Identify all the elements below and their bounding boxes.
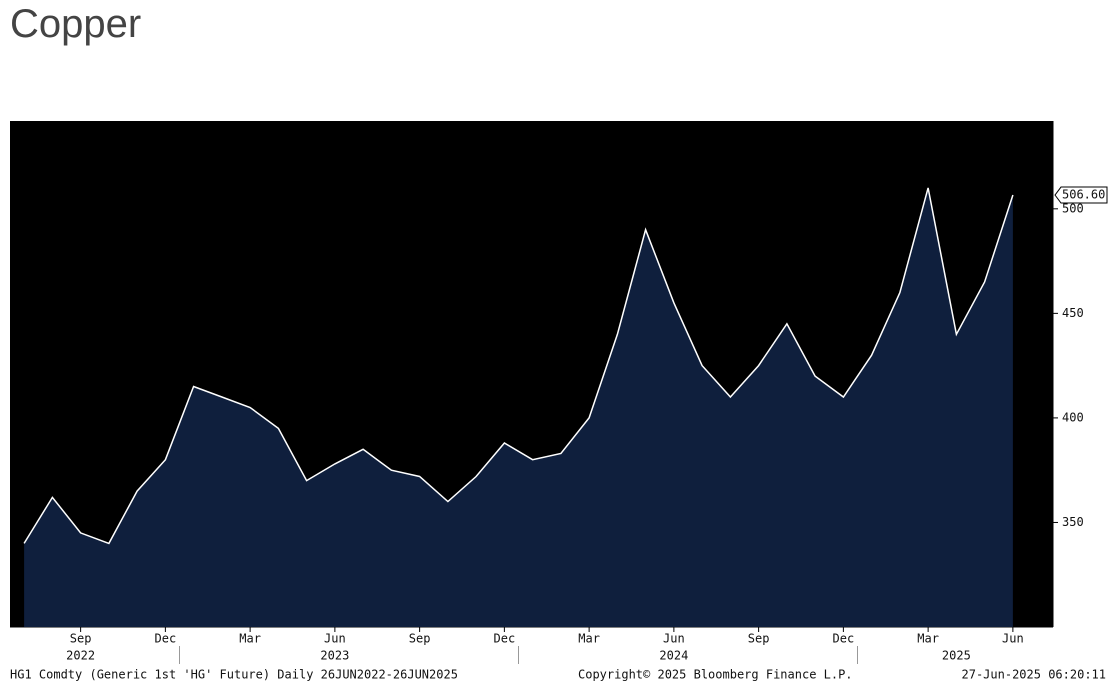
x-tick-label: Jun (663, 632, 685, 646)
footer-copyright: Copyright© 2025 Bloomberg Finance L.P. (578, 668, 853, 682)
x-tick-label: Mar (578, 632, 600, 646)
x-tick-label: Dec (833, 632, 855, 646)
y-tick-label: 400 (1062, 410, 1084, 424)
x-tick-label: Dec (155, 632, 177, 646)
year-label: 2023 (320, 649, 349, 663)
last-value-box (1054, 186, 1108, 204)
x-tick-label: Dec (494, 632, 516, 646)
chart-title: Copper (10, 2, 142, 46)
y-tick-label: 500 (1062, 201, 1084, 215)
footer-timestamp: 27-Jun-2025 06:20:11 (962, 668, 1107, 682)
x-tick-label: Sep (748, 632, 770, 646)
x-tick-label: Sep (409, 632, 431, 646)
y-tick-label: 350 (1062, 515, 1084, 529)
x-tick-label: Jun (1002, 632, 1024, 646)
area (24, 187, 1013, 627)
year-label: 2025 (942, 649, 971, 663)
x-tick-label: Mar (917, 632, 939, 646)
last-value-label: 506.60 (1062, 188, 1105, 202)
line (23, 187, 1014, 545)
year-label: 2022 (66, 649, 95, 663)
year-label: 2024 (659, 649, 688, 663)
x-tick-label: Jun (324, 632, 346, 646)
x-tick-label: Mar (239, 632, 261, 646)
x-tick-label: Sep (70, 632, 92, 646)
footer-source: HG1 Comdty (Generic 1st 'HG' Future) Dai… (10, 668, 458, 682)
y-tick-label: 450 (1062, 306, 1084, 320)
